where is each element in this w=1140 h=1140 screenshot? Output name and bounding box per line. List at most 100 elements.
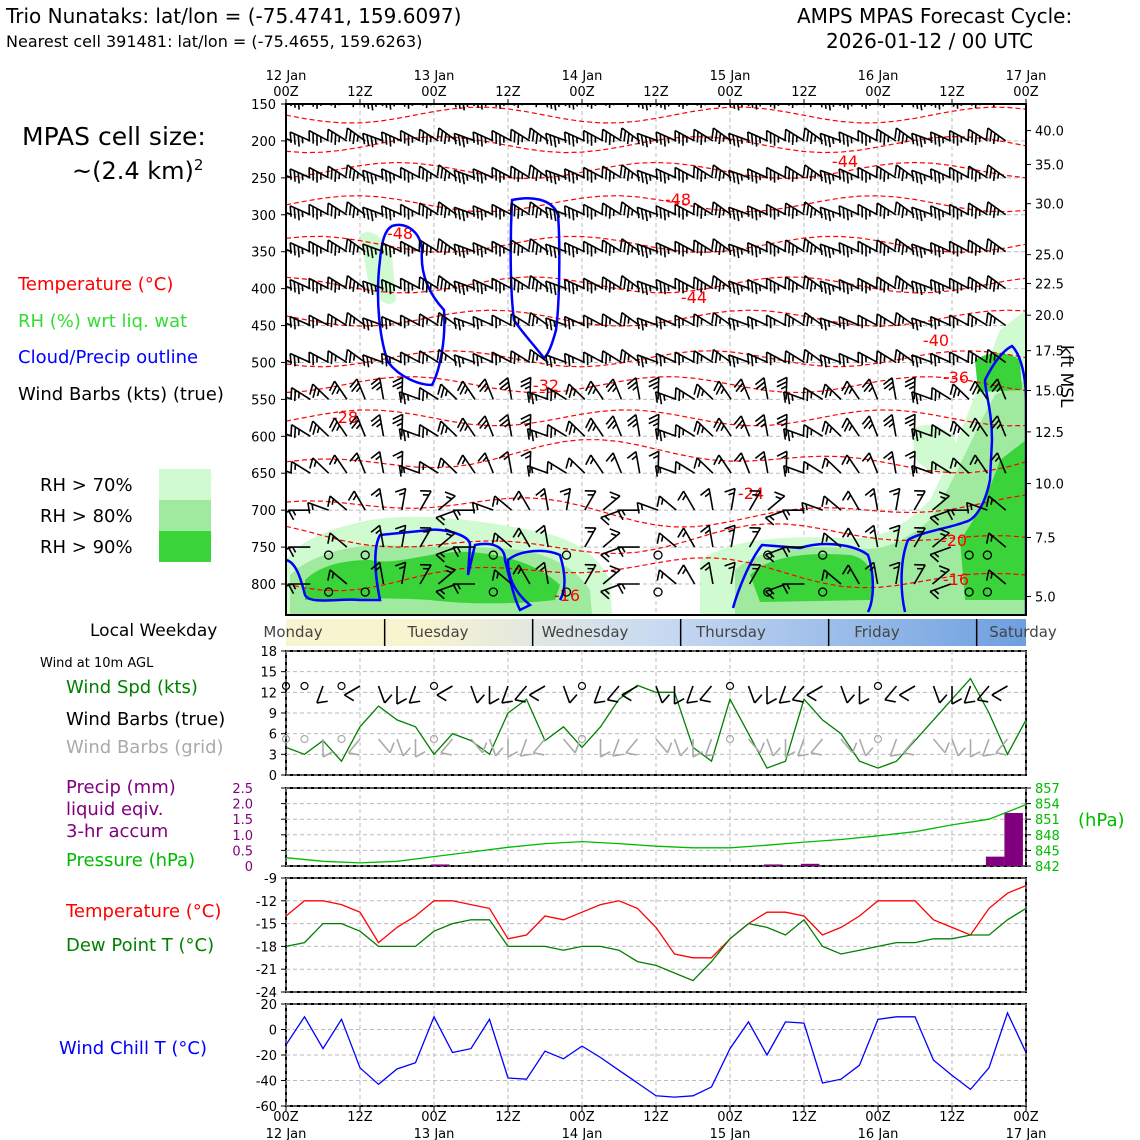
wind-barb-flag bbox=[905, 135, 908, 142]
wind-barb-flag bbox=[759, 455, 766, 461]
wind-barb-staff bbox=[804, 238, 824, 253]
wind-barb-flag bbox=[929, 205, 933, 217]
wind-barb-flag bbox=[444, 528, 456, 534]
wind-barb-flag bbox=[640, 282, 644, 294]
wind-barb-flag bbox=[971, 168, 974, 180]
wind-barb-staff bbox=[568, 457, 586, 474]
wind-barb-flag bbox=[322, 751, 334, 758]
wind-barb-flag bbox=[546, 104, 549, 108]
wind-barb-flag bbox=[605, 452, 614, 462]
wind-barb-staff bbox=[820, 243, 842, 253]
wind-barb-flag bbox=[553, 173, 557, 185]
wind-barb-staff bbox=[686, 685, 694, 704]
wind-barb-flag bbox=[605, 316, 608, 328]
wind-barb-flag bbox=[843, 421, 851, 432]
height-tick-label: 35.0 bbox=[1035, 159, 1064, 174]
wind-barb-flag bbox=[985, 164, 989, 176]
wind-barb-flag bbox=[549, 208, 553, 220]
wind-barb-flag bbox=[819, 354, 823, 366]
wind-barb-flag bbox=[784, 203, 787, 215]
x-tick-label-top-hour: 12Z bbox=[495, 85, 521, 100]
wind-barb-flag bbox=[809, 206, 813, 219]
wind-barb-staff bbox=[857, 277, 878, 290]
wind-barb-flag bbox=[513, 279, 516, 291]
wind-barb-flag bbox=[969, 380, 976, 392]
wind-barb-flag bbox=[384, 355, 388, 367]
wind-barb-staff bbox=[974, 454, 989, 474]
wind-barb-flag bbox=[754, 377, 765, 386]
wind-barb-flag bbox=[971, 421, 979, 432]
wind-barb-staff bbox=[529, 164, 549, 179]
wind-barb-flag bbox=[539, 529, 546, 535]
wind-barb-flag bbox=[845, 458, 851, 465]
wind-barb-flag bbox=[557, 248, 560, 255]
cloud-outline bbox=[731, 542, 875, 613]
wind-barb-flag bbox=[692, 350, 696, 362]
wind-barb-flag bbox=[587, 384, 594, 395]
wind-barb-flag bbox=[736, 173, 740, 185]
wind-barb-flag bbox=[701, 390, 705, 397]
wind-barb-flag bbox=[754, 135, 758, 147]
y-tick-label: -9 bbox=[264, 872, 277, 887]
wind-barb-staff bbox=[472, 352, 494, 364]
wind-barb-flag bbox=[809, 169, 813, 182]
wind-barb-flag bbox=[884, 699, 896, 703]
wind-barb-staff bbox=[510, 313, 531, 327]
wind-barb-flag bbox=[422, 168, 425, 180]
wind-barb-flag bbox=[832, 104, 835, 108]
wind-barb-flag bbox=[483, 386, 489, 393]
wind-barb-flag bbox=[711, 201, 715, 213]
wind-barb-staff bbox=[401, 377, 404, 400]
wind-barb-flag bbox=[398, 428, 402, 440]
wind-barb-flag bbox=[636, 170, 640, 182]
wind-barb-flag bbox=[810, 317, 813, 324]
x-tick-label-top-hour: 12Z bbox=[939, 85, 965, 100]
wind-barb-flag bbox=[568, 423, 573, 435]
wind-barb-staff bbox=[930, 168, 952, 179]
wind-barb-staff bbox=[785, 276, 805, 290]
wind-barb-flag bbox=[882, 377, 893, 386]
wind-barb-flag bbox=[280, 247, 282, 258]
wind-barb-flag bbox=[908, 422, 916, 427]
temperature-legend-label: Temperature (°C) bbox=[18, 274, 174, 295]
wind-barb-flag bbox=[437, 457, 442, 469]
wind-barb-flag bbox=[659, 244, 662, 256]
wind-barb-flag bbox=[951, 698, 963, 705]
wind-barb-staff bbox=[637, 206, 659, 216]
x-tick-label-top-date: 13 Jan bbox=[414, 69, 455, 84]
wind-barb-flag bbox=[806, 390, 809, 402]
wind-barb-flag bbox=[535, 206, 539, 219]
wind-barb-staff bbox=[470, 685, 478, 704]
wind-barb-flag bbox=[785, 751, 796, 758]
wind-barb-flag bbox=[901, 280, 905, 292]
wind-barb-flag bbox=[619, 238, 623, 250]
wind-barb-staff bbox=[400, 277, 421, 290]
wind-barb-flag bbox=[644, 136, 649, 148]
wind-barb-flag bbox=[933, 133, 937, 145]
wind-barb-flag bbox=[475, 504, 479, 511]
wind-barb-staff bbox=[529, 685, 546, 696]
wind-barb-flag bbox=[711, 127, 715, 140]
wind-barb-flag bbox=[571, 172, 575, 184]
wind-barb-staff bbox=[362, 243, 384, 253]
wind-barb-flag bbox=[861, 415, 870, 425]
wind-barb-flag bbox=[923, 174, 926, 181]
wind-barb-flag bbox=[472, 131, 475, 144]
wind-barb-staff bbox=[876, 313, 897, 327]
wind-barb-flag bbox=[587, 421, 594, 432]
precip-bar bbox=[430, 864, 450, 866]
wind-barb-flag bbox=[528, 312, 532, 324]
wind-barb-staff bbox=[820, 354, 842, 364]
wind-barb-flag bbox=[545, 354, 549, 366]
wind-barb-flag bbox=[605, 353, 608, 365]
wind-barb-flag bbox=[437, 420, 442, 432]
wind-barb-flag bbox=[895, 91, 896, 102]
wind-barb-flag bbox=[823, 134, 827, 146]
wind-barb-flag bbox=[528, 275, 532, 287]
wind-barb-staff bbox=[963, 685, 972, 704]
wind-barb-flag bbox=[791, 133, 795, 145]
calm-wind-circle bbox=[982, 550, 993, 560]
wind-barb-flag bbox=[435, 554, 445, 563]
wind-barb-flag bbox=[331, 572, 335, 579]
wind-barb-flag bbox=[287, 583, 295, 595]
